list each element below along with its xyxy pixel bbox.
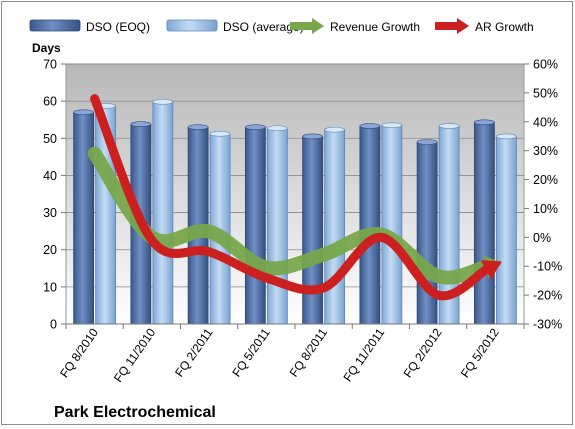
bar-dso-eoq-top (416, 139, 438, 145)
bar-dso-average-top (209, 131, 231, 137)
y2-tick-label: 0% (533, 231, 551, 245)
y-tick-label: 70 (43, 58, 57, 72)
x-tick-label: FQ 11/2011 (341, 325, 388, 384)
y-tick-label: 40 (43, 169, 57, 183)
legend-arrow-ar-growth (435, 18, 469, 34)
legend-item-ar-growth: AR Growth (435, 18, 534, 34)
y2-tick-label: -10% (533, 260, 562, 274)
bar-dso-eoq-top (359, 123, 381, 129)
y-tick-label: 30 (43, 206, 57, 220)
y-axis-title: Days (32, 41, 61, 55)
bar-dso-eoq (359, 125, 381, 325)
bar-dso-eoq (302, 136, 324, 325)
bar-dso-average (152, 101, 174, 325)
legend-label-revenue-growth: Revenue Growth (330, 20, 420, 34)
x-tick-label: FQ 11/2010 (111, 325, 158, 384)
y-axis-right: -30% -20% -10% 0% 10% 20% 30% 40% 50% 60% (524, 58, 562, 332)
bar-dso-eoq-top (130, 121, 152, 127)
legend-swatch-dso-eoq (29, 19, 81, 32)
bar-dso-eoq-top (73, 109, 94, 116)
y2-tick-label: 30% (533, 144, 558, 158)
x-tick-label: FQ 2/2011 (172, 325, 216, 379)
y-axis-left: 0 10 20 30 40 50 60 70 (43, 58, 66, 332)
y-tick-label: 20 (43, 243, 57, 257)
bar-dso-eoq-top (187, 124, 209, 130)
bar-dso-eoq-top (245, 124, 266, 130)
x-tick-label: FQ 5/2011 (229, 325, 273, 379)
bar-dso-average-top (381, 122, 403, 129)
legend-swatch-dso-average (166, 19, 218, 32)
x-tick-label: FQ 2/2012 (401, 325, 445, 380)
legend-label-dso-eoq: DSO (EOQ) (86, 20, 150, 34)
y2-tick-label: -30% (533, 318, 562, 332)
y2-tick-label: 40% (533, 115, 558, 129)
y-tick-label: 60 (43, 95, 57, 109)
bar-dso-average-top (267, 125, 288, 132)
bar-dso-average-top (324, 126, 345, 133)
legend-item-revenue-growth: Revenue Growth (290, 18, 420, 34)
bar-dso-eoq-top (474, 119, 495, 126)
company-name: Park Electrochemical (54, 404, 216, 421)
y2-tick-label: -20% (533, 289, 562, 303)
legend-label-dso-average: DSO (average) (223, 20, 304, 34)
arrowhead-ar-growth (480, 260, 502, 280)
x-tick-label: FQ 8/2010 (57, 325, 101, 380)
y2-tick-label: 60% (533, 58, 558, 72)
bar-dso-eoq (73, 111, 95, 325)
bar-dso-average-top (496, 133, 517, 140)
legend-label-ar-growth: AR Growth (475, 20, 534, 34)
bar-dso-average (324, 129, 346, 325)
y2-tick-label: 10% (533, 202, 558, 216)
x-tick-label: FQ 5/2012 (458, 325, 502, 380)
bar-dso-eoq (473, 121, 495, 325)
bar-dso-eoq (244, 126, 266, 325)
y-tick-label: 50 (43, 132, 57, 146)
bar-dso-average (266, 127, 288, 325)
x-axis: FQ 8/2010 FQ 11/2010 FQ 2/2011 FQ 5/2011 FQ … (57, 323, 525, 385)
bar-dso-average-top (152, 99, 174, 105)
legend-item-dso-average: DSO (average) (166, 19, 304, 34)
bar-dso-average-top (438, 123, 460, 129)
bar-dso-eoq-top (302, 133, 323, 140)
x-tick-label: FQ 8/2011 (287, 325, 331, 379)
y-tick-label: 10 (43, 280, 57, 294)
y2-tick-label: 50% (533, 86, 558, 100)
legend-arrow-revenue-growth (290, 18, 324, 34)
bar-dso-average (495, 136, 517, 325)
y-tick-label: 0 (50, 318, 57, 332)
growth-lines (87, 94, 502, 301)
bar-dso-average (381, 124, 403, 325)
line-ar-growth (90, 94, 491, 301)
y2-tick-label: 20% (533, 173, 558, 187)
legend-item-dso-eoq: DSO (EOQ) (29, 19, 150, 34)
legend: DSO (EOQ) DSO (average) Revenue Growth A… (29, 18, 534, 34)
